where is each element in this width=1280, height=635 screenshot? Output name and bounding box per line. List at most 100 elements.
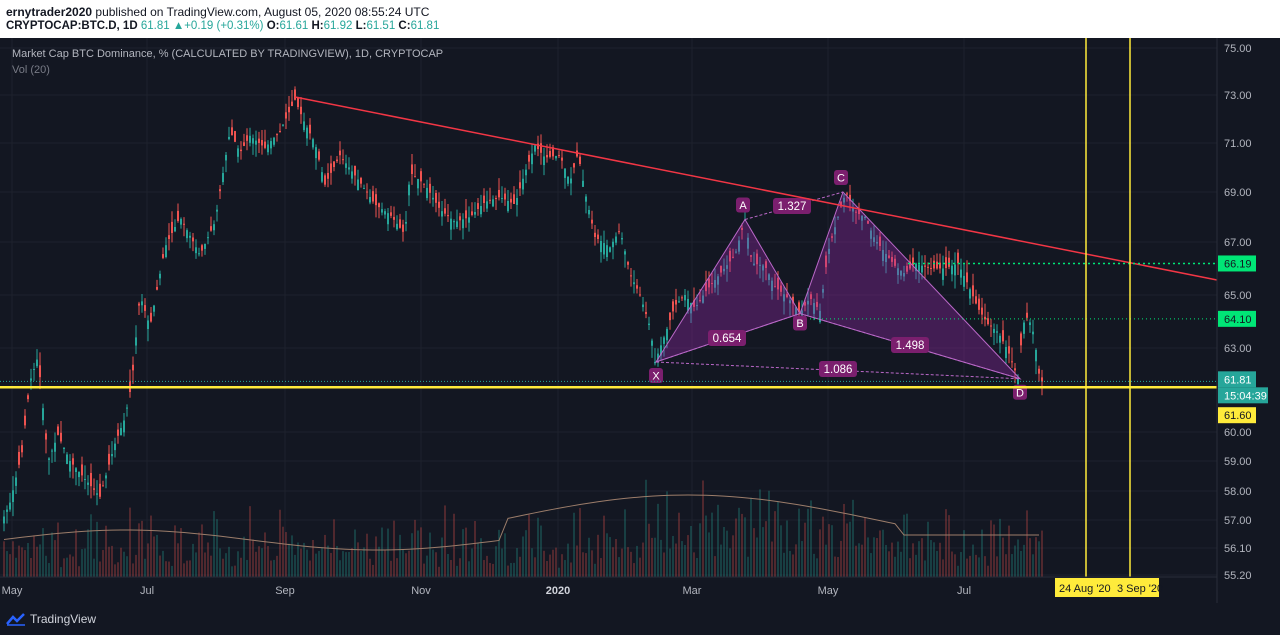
pattern-ratio-badge — [773, 198, 811, 214]
tradingview-brand[interactable]: TradingView — [30, 612, 97, 626]
volume-bar — [738, 507, 740, 577]
candle-body — [447, 215, 449, 217]
volume-bar — [534, 557, 536, 577]
pattern-ratio[interactable]: 1.086 — [819, 361, 857, 377]
volume-bar — [711, 512, 713, 577]
volume-bar — [756, 537, 758, 577]
pattern-point-label: X — [652, 371, 660, 383]
pattern-point-a[interactable]: A — [736, 197, 750, 213]
candle-body — [672, 301, 674, 312]
volume-bar — [192, 543, 194, 577]
author-name[interactable]: ernytrader2020 — [6, 5, 93, 19]
candle-body — [405, 222, 407, 224]
candle-body — [303, 121, 305, 131]
candle-body — [690, 302, 692, 314]
volume-bar — [777, 501, 779, 577]
candle-body — [1008, 346, 1010, 354]
pattern-ratio-label: 1.327 — [778, 201, 807, 213]
candle-body — [63, 447, 65, 449]
candle-body — [330, 163, 332, 173]
volume-bar — [111, 545, 113, 577]
candle-body — [648, 323, 650, 326]
date-marker-label[interactable]: 3 Sep '20 — [1113, 578, 1163, 597]
pattern-ratio-line[interactable] — [799, 313, 1021, 380]
pattern-point-x[interactable]: X — [649, 368, 663, 383]
volume-bar — [363, 547, 365, 577]
candle-body — [237, 148, 239, 157]
volume-bar — [57, 522, 59, 577]
volume-bar — [435, 552, 437, 577]
volume-bar — [156, 534, 158, 577]
price-label-bg — [1218, 387, 1268, 404]
volume-bar — [594, 563, 596, 577]
time-axis[interactable]: May Jul Sep Nov 2020 Mar May Jul 24 Aug '20 3 Sep… — [0, 576, 1217, 597]
pattern-point-d[interactable]: D — [1013, 384, 1027, 400]
volume-bar — [828, 524, 830, 577]
candle-body — [696, 305, 698, 307]
volume-bar — [12, 541, 14, 577]
volume-bar — [960, 552, 962, 577]
candle-body — [171, 221, 173, 233]
candle-body — [597, 234, 599, 239]
trend-line[interactable] — [294, 96, 1218, 281]
price-chart[interactable]: X A B C D 1.327 0.654 1.498 1.086 75.00 73.00 71.0… — [0, 38, 1280, 603]
price-label-tag[interactable]: 66.19 — [1218, 255, 1256, 272]
tradingview-logo-icon[interactable] — [6, 612, 26, 631]
price-axis[interactable]: 75.00 73.00 71.00 69.00 67.00 65.00 63.00 60.00… — [1216, 38, 1268, 603]
volume-bar — [723, 526, 725, 577]
volume-bar — [678, 512, 680, 577]
volume-bar — [390, 560, 392, 577]
candle-body — [891, 256, 893, 262]
pattern-ratio[interactable]: 1.498 — [891, 337, 929, 353]
volume-bar — [693, 552, 695, 577]
price-label-tag[interactable]: 15:04:39 — [1218, 387, 1268, 404]
volume-bar — [903, 514, 905, 577]
candle-body — [324, 175, 326, 185]
price-label-bg — [1218, 407, 1256, 424]
open-value: 61.61 — [279, 20, 309, 32]
pattern-ratio[interactable]: 1.327 — [773, 198, 811, 214]
volume-bar — [885, 544, 887, 577]
candle-body — [228, 136, 230, 140]
candle-body — [945, 257, 947, 269]
volume-bar — [552, 549, 554, 577]
price-label-tag[interactable]: 64.10 — [1218, 310, 1256, 327]
pattern-point-badge — [736, 197, 750, 213]
candle-body — [984, 316, 986, 320]
volume-bar — [300, 548, 302, 577]
price-label-tag[interactable]: 61.60 — [1218, 407, 1256, 424]
pattern-point-label: A — [739, 200, 747, 212]
candle-body — [780, 285, 782, 292]
volume-bar — [54, 540, 56, 577]
volume-bar — [654, 537, 656, 577]
volume-bar — [579, 508, 581, 577]
candle-body — [378, 203, 380, 208]
candle-body — [300, 106, 302, 115]
candle-body — [834, 227, 836, 235]
volume-bar — [741, 513, 743, 577]
volume-bar — [516, 548, 518, 577]
price-tick-label: 67.00 — [1224, 237, 1252, 249]
drawings[interactable]: X A B C D 1.327 0.654 1.498 1.086 — [0, 38, 1218, 577]
candle-body — [699, 300, 701, 302]
pattern-point-b[interactable]: B — [793, 315, 807, 331]
date-marker-label[interactable]: 24 Aug '20 — [1055, 578, 1117, 597]
volume-bar — [801, 541, 803, 577]
candle-body — [126, 407, 128, 409]
volume-bar — [606, 533, 608, 577]
pattern-point-c[interactable]: C — [834, 170, 848, 185]
volume-bar — [906, 513, 908, 577]
candle-body — [978, 298, 980, 310]
candle-body — [561, 157, 563, 161]
price-label-tag[interactable]: 61.81 — [1218, 371, 1256, 388]
candle-body — [165, 245, 167, 258]
candle-body — [738, 240, 740, 252]
volume-bar — [402, 549, 404, 577]
low-label: L: — [355, 20, 367, 32]
candle-body — [531, 153, 533, 165]
candle-body — [588, 210, 590, 215]
candle-body — [297, 97, 299, 107]
candle-body — [741, 227, 743, 230]
volume-bar — [645, 479, 647, 577]
pattern-ratio[interactable]: 0.654 — [708, 330, 746, 346]
